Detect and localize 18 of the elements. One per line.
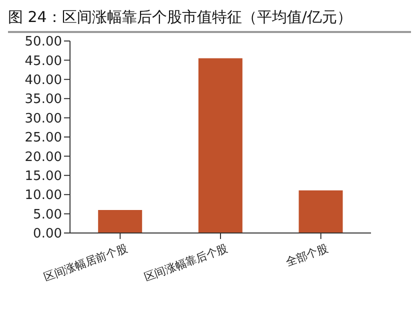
bar — [298, 190, 343, 233]
y-tick-label: 50.00 — [24, 34, 62, 50]
y-tick-label: 10.00 — [24, 188, 62, 204]
y-tick-label: 45.00 — [24, 54, 62, 69]
y-tick-label: 35.00 — [24, 92, 62, 108]
x-tick-label: 区间涨幅居前个股 — [42, 242, 130, 284]
y-tick-label: 15.00 — [24, 169, 62, 184]
y-tick-label: 5.00 — [33, 207, 62, 222]
x-tick-label: 全部个股 — [284, 242, 330, 269]
y-tick-label: 0.00 — [33, 226, 62, 242]
bar — [198, 58, 242, 233]
y-tick-label: 40.00 — [24, 73, 62, 88]
chart-title: 图 24：区间涨幅靠后个股市值特征（平均值/亿元） — [8, 8, 411, 33]
y-tick-label: 30.00 — [24, 111, 62, 126]
bar — [98, 210, 142, 233]
y-tick-label: 20.00 — [24, 150, 62, 165]
x-tick-label: 区间涨幅靠后个股 — [142, 242, 230, 284]
y-tick-label: 25.00 — [24, 130, 62, 146]
